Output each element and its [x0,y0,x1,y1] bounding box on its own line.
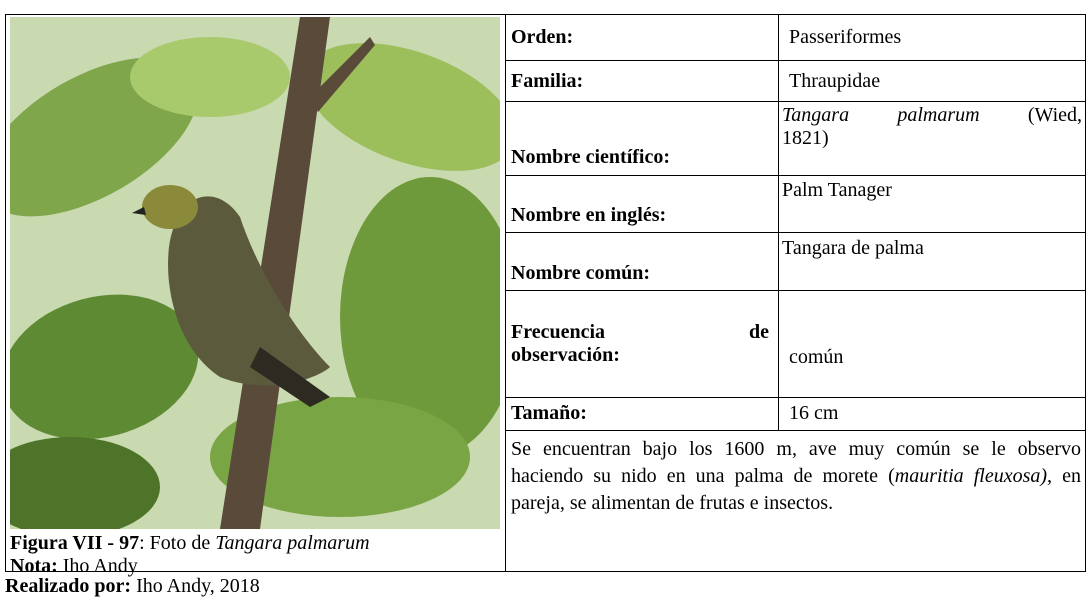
footer-label: Realizado por: [5,575,132,597]
caption-species: Tangara palmarum [215,532,370,554]
field-value: común [789,346,844,368]
label-text: Nombre en inglés: [511,204,667,226]
label-text: Orden: [511,26,574,48]
field-value: Palm Tanager [782,179,892,201]
row-divider [505,101,1086,102]
row-divider [505,430,1086,431]
note-value: Iho Andy [62,555,138,577]
label-text: observación: [511,344,620,366]
field-label: Nombre común: [511,262,650,285]
caption-text: : Foto de [139,532,216,554]
column-divider [505,14,506,572]
species-name: Tangara palmarum [782,104,980,126]
field-value: 1821) [782,127,829,150]
bird-photo [10,17,500,529]
field-label: Familia: [511,70,583,93]
description-italic: mauritia fleuxosa), [894,465,1053,487]
field-value: Tangara palmarum (Wied, [782,104,1082,127]
field-label: Nombre científico: [511,146,670,169]
description: Se encuentran bajo los 1600 m, ave muy c… [511,436,1081,517]
species-year: 1821) [782,127,829,149]
label-text: Familia: [511,70,584,92]
field-label: Orden: [511,26,573,49]
footer: Realizado por: Iho Andy, 2018 [5,575,260,598]
row-divider [505,60,1086,61]
field-label: Tamaño: [511,402,587,425]
field-value: Passeriformes [789,26,902,48]
field-label: Nombre en inglés: [511,204,666,227]
description-text: en pareja, se alimentan de frutas e inse… [511,465,1081,514]
field-value: Tangara de palma [782,237,924,259]
field-label: observación: [511,344,620,367]
row-divider [505,232,1086,233]
description-text: Se encuentran bajo los 1600 m, ave muy c… [511,438,1081,487]
footer-value: Iho Andy, 2018 [136,575,260,597]
field-value: Thraupidae [789,70,881,92]
label-text: Tamaño: [511,402,587,424]
figure-caption: Figura VII - 97: Foto de Tangara palmaru… [10,532,370,555]
row-divider [505,290,1086,291]
label-text: Nombre común: [511,262,651,284]
row-divider [505,397,1086,398]
species-author: (Wied, [1027,104,1082,126]
field-value: 16 cm [789,402,839,424]
label-text: Frecuencia de [511,321,769,343]
label-text: Nombre científico: [511,146,671,168]
field-label: Frecuencia de [511,321,769,344]
row-divider [505,175,1086,176]
column-divider [778,14,779,430]
note-label: Nota: [10,555,58,577]
figure-number: Figura VII - 97 [10,532,140,554]
